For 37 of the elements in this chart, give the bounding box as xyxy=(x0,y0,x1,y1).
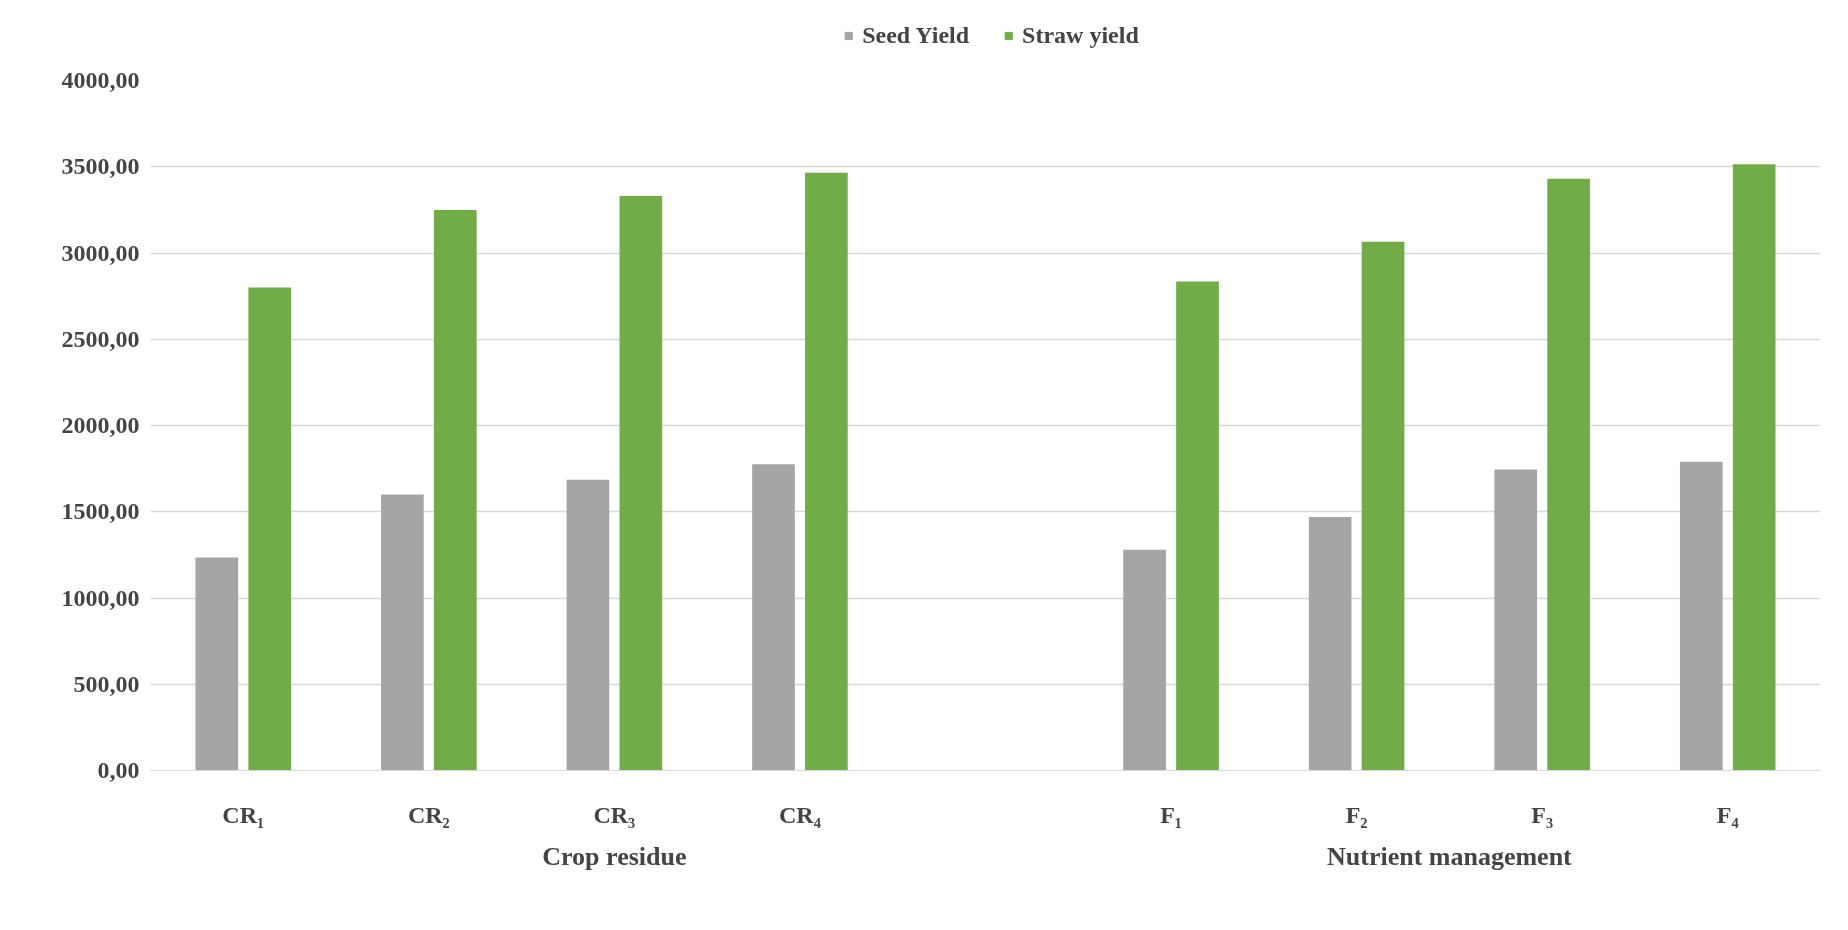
bar xyxy=(1679,461,1723,771)
bar xyxy=(1547,178,1590,771)
legend-label: Straw yield xyxy=(1022,21,1139,49)
bar xyxy=(1176,281,1219,771)
bar xyxy=(433,209,477,771)
text: Crop residue xyxy=(542,841,687,871)
y-tick-label: 3500,00 xyxy=(61,153,140,180)
y-tick-label: 1500,00 xyxy=(61,498,140,525)
x-tick-label: F₄ xyxy=(1716,801,1739,828)
x-tick-label: CR₃ xyxy=(593,801,636,828)
x-tick-label: F₁ xyxy=(1160,801,1182,828)
legend-label: Seed Yield xyxy=(862,21,970,49)
y-tick-label: 2000,00 xyxy=(61,412,140,438)
bar xyxy=(619,196,663,771)
text: Nutrient management xyxy=(1326,841,1573,871)
x-tick-label: CR₂ xyxy=(407,801,450,828)
bar xyxy=(566,479,610,771)
y-tick-label: 4000,00 xyxy=(61,67,140,93)
y-tick-label: 3000,00 xyxy=(61,239,140,266)
y-tick-label: 500,00 xyxy=(73,670,140,697)
y-tick-label: 1000,00 xyxy=(61,584,140,611)
x-tick-label: F₂ xyxy=(1345,801,1368,828)
bar xyxy=(752,464,795,771)
bar xyxy=(1361,241,1405,771)
bar xyxy=(1494,469,1538,771)
y-tick-label: 0,00 xyxy=(97,757,140,783)
x-tick-label: F₃ xyxy=(1531,801,1554,828)
bar xyxy=(1732,164,1776,771)
bar xyxy=(248,287,292,771)
x-tick-label: CR₄ xyxy=(779,801,821,828)
bar xyxy=(805,172,848,771)
bar xyxy=(1123,549,1166,771)
y-tick-label: 2500,00 xyxy=(61,325,140,352)
bar xyxy=(381,494,424,771)
x-tick-label: CR₁ xyxy=(222,801,265,828)
bar xyxy=(195,557,239,771)
bar xyxy=(1308,516,1352,771)
